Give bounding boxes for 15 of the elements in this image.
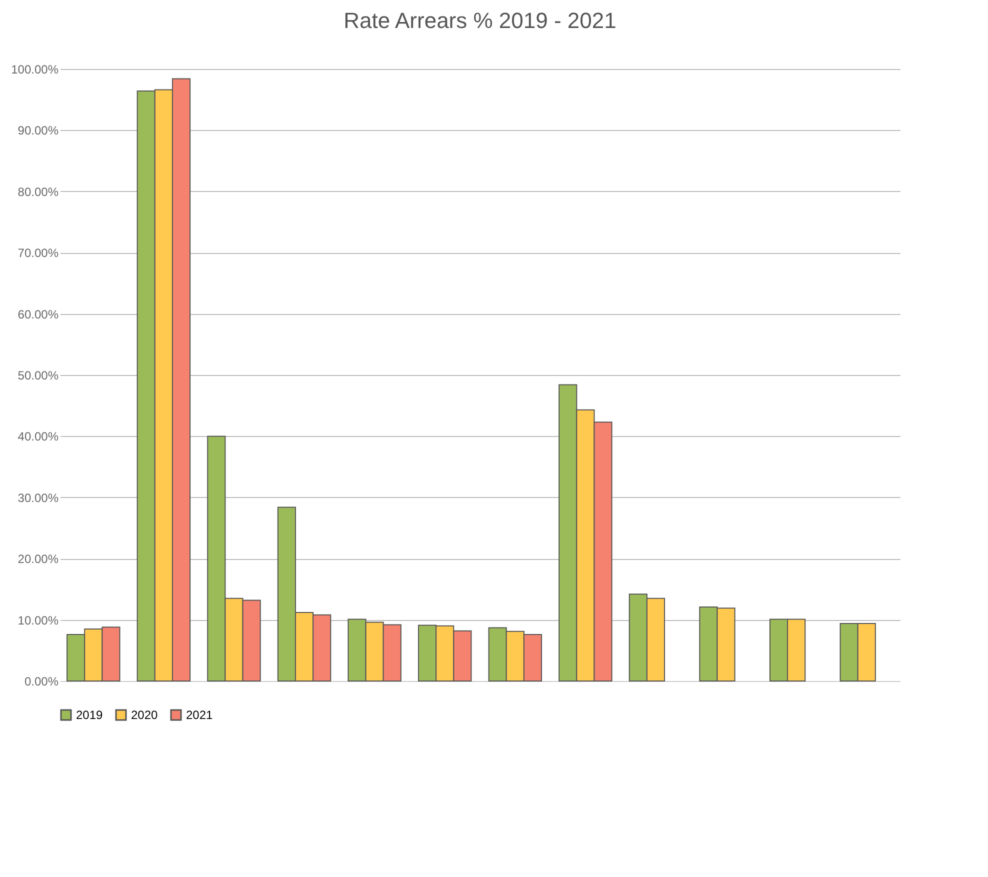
- y-tick-label: 100.00%: [11, 62, 59, 76]
- y-tick-label: 80.00%: [18, 184, 59, 199]
- y-tick-label: 20.00%: [18, 552, 59, 566]
- y-tick-label: 10.00%: [18, 613, 59, 628]
- legend-label: 2019: [76, 708, 104, 722]
- y-tick-label: 90.00%: [18, 124, 59, 138]
- y-tick-label: 40.00%: [18, 430, 59, 444]
- y-tick-label: 30.00%: [18, 490, 59, 505]
- legend-label: 2020: [131, 708, 158, 722]
- y-tick-label: 70.00%: [18, 246, 59, 260]
- y-tick-label: 60.00%: [18, 307, 59, 322]
- y-tick-label: 0.00%: [24, 674, 59, 688]
- legend-label: 2021: [186, 708, 214, 722]
- chart-title: Rate Arrears % 2019 - 2021: [344, 8, 616, 33]
- y-tick-label: 50.00%: [18, 368, 59, 382]
